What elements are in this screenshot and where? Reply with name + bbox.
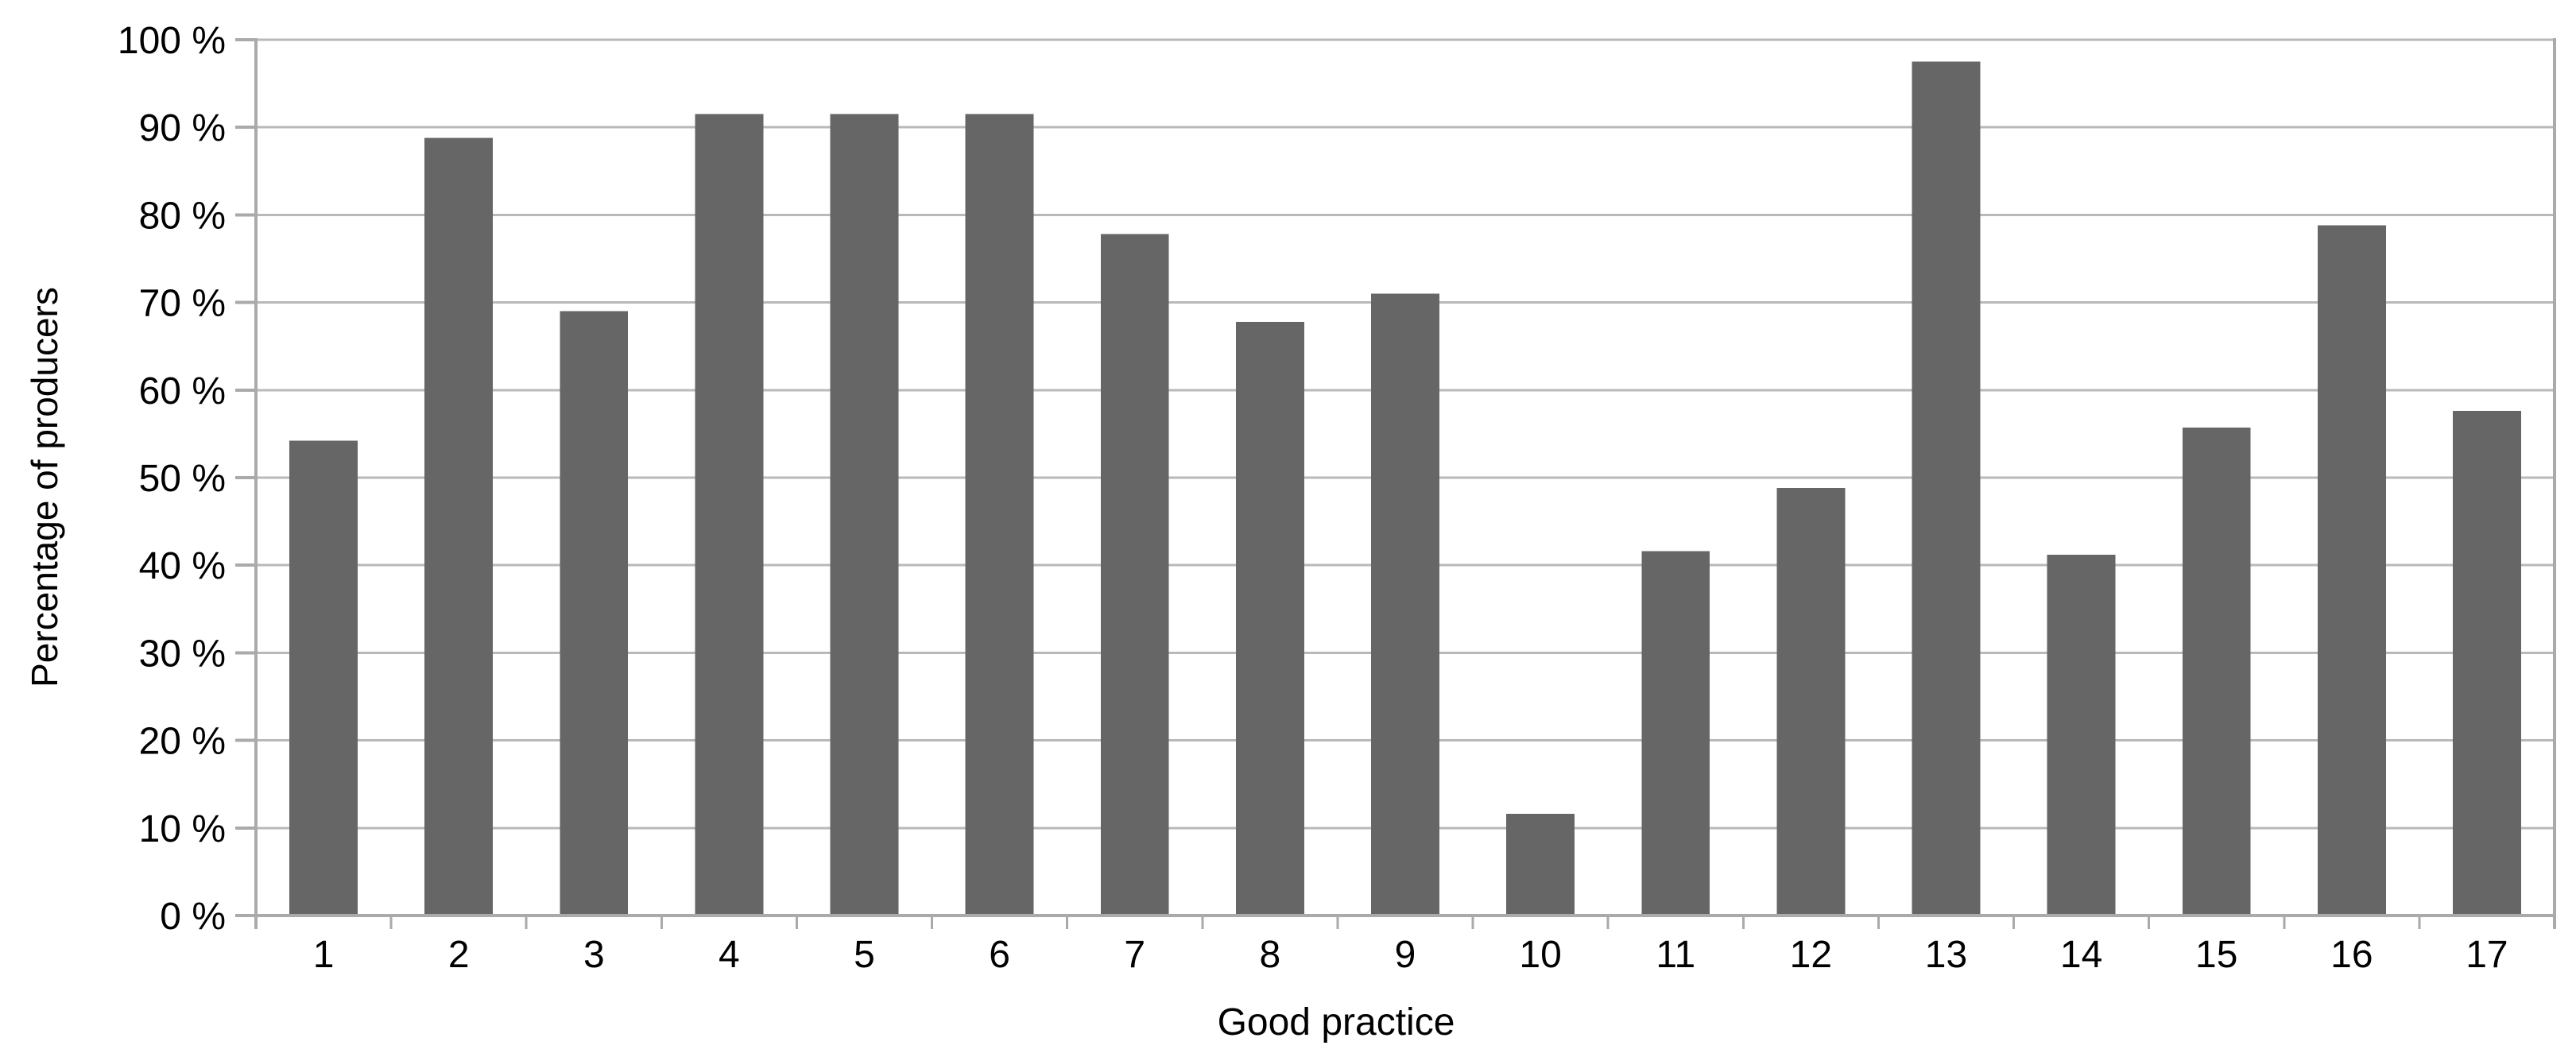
x-tick-label: 8	[1260, 934, 1281, 976]
y-tick-label: 50 %	[139, 458, 226, 500]
x-tick-label: 2	[448, 934, 470, 976]
bar-category-8	[1235, 321, 1304, 916]
x-tick-label: 12	[1790, 934, 1832, 976]
y-tick-label: 90 %	[139, 107, 226, 149]
x-tick-labels: 1 2 3 4 5 6 7 8 9 10 11 12 13 14 15 16 17	[313, 934, 2508, 976]
bar-category-5	[830, 114, 899, 916]
bar-category-15	[2182, 428, 2251, 916]
x-tick-label: 3	[583, 934, 605, 976]
y-tick-label: 70 %	[139, 283, 226, 325]
x-tick-label: 13	[1925, 934, 1967, 976]
y-tick-labels: 0 % 10 % 20 % 30 % 40 % 50 % 60 % 70 % 80 % 90 % 1…	[118, 20, 226, 938]
bar-category-7	[1100, 234, 1169, 916]
y-tick-label: 10 %	[139, 808, 226, 850]
bar-category-13	[1912, 61, 1981, 916]
y-tick-label: 40 %	[139, 545, 226, 587]
x-tick-label: 5	[854, 934, 875, 976]
bar-category-2	[424, 137, 494, 916]
x-tick-label: 10	[1519, 934, 1561, 976]
x-tick-label: 1	[313, 934, 335, 976]
y-axis-title: Percentage of producers	[24, 287, 65, 687]
y-tick-label: 30 %	[139, 633, 226, 675]
bar-category-10	[1506, 814, 1575, 916]
bar-category-11	[1641, 551, 1710, 916]
bar-category-6	[965, 114, 1034, 916]
x-tick-label: 7	[1124, 934, 1145, 976]
bar-category-17	[2452, 411, 2521, 916]
bar-category-9	[1371, 293, 1439, 916]
bar-category-12	[1776, 488, 1846, 916]
y-tick-label: 100 %	[118, 20, 226, 62]
bar-category-1	[289, 440, 358, 916]
x-tick-label: 11	[1656, 934, 1695, 976]
x-tick-label: 15	[2195, 934, 2237, 976]
bar-category-14	[2047, 554, 2116, 916]
x-axis-title: Good practice	[1218, 1001, 1455, 1043]
x-tick-label: 16	[2330, 934, 2373, 976]
y-tick-label: 0 %	[160, 896, 226, 938]
bar-category-3	[560, 311, 629, 916]
x-tick-label: 17	[2466, 934, 2508, 976]
axes	[235, 38, 2556, 929]
y-tick-label: 60 %	[139, 370, 226, 412]
y-tick-label: 20 %	[139, 721, 226, 763]
bar-category-4	[695, 114, 764, 916]
x-tick-label: 4	[719, 934, 740, 976]
bars	[289, 61, 2521, 916]
x-tick-label: 6	[989, 934, 1010, 976]
bar-category-16	[2317, 225, 2386, 916]
x-tick-label: 9	[1395, 934, 1416, 976]
y-tick-label: 80 %	[139, 195, 226, 237]
x-tick-label: 14	[2060, 934, 2102, 976]
